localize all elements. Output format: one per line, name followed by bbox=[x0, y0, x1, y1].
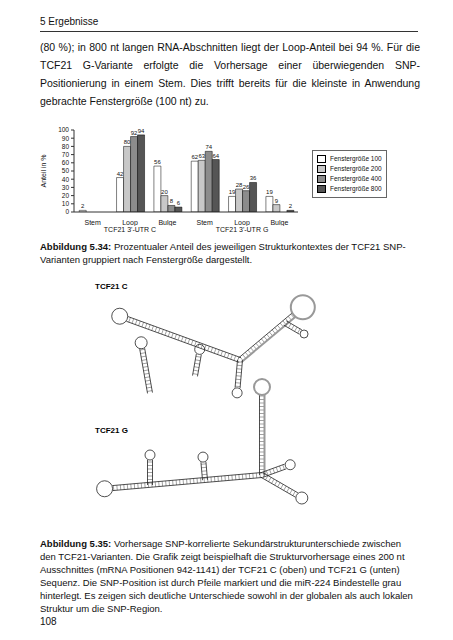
svg-text:Stem: Stem bbox=[196, 219, 213, 226]
svg-text:74: 74 bbox=[205, 144, 212, 150]
svg-text:2: 2 bbox=[81, 203, 85, 209]
svg-text:100: 100 bbox=[58, 126, 69, 133]
svg-text:2: 2 bbox=[289, 203, 293, 209]
svg-text:80: 80 bbox=[62, 143, 70, 150]
svg-text:19: 19 bbox=[266, 189, 273, 195]
svg-text:10: 10 bbox=[62, 200, 70, 207]
svg-text:94: 94 bbox=[138, 128, 145, 134]
html-text:Fenstergröße 200: Fenstergröße 200 bbox=[330, 165, 382, 172]
html-text:Fenstergröße 100: Fenstergröße 100 bbox=[330, 155, 382, 162]
svg-text:19: 19 bbox=[229, 189, 236, 195]
svg-text:28: 28 bbox=[235, 182, 243, 188]
svg-text:20: 20 bbox=[161, 189, 168, 195]
svg-text:40: 40 bbox=[62, 176, 70, 183]
svg-text:26: 26 bbox=[243, 184, 250, 190]
svg-text:90: 90 bbox=[62, 135, 70, 142]
svg-text:50: 50 bbox=[62, 167, 70, 174]
svg-text:9: 9 bbox=[275, 198, 279, 204]
svg-text:30: 30 bbox=[62, 184, 70, 191]
html-text:(80 %); in 800 nt langen RNA-A: (80 %); in 800 nt langen RNA-Abschnitten… bbox=[40, 41, 420, 107]
svg-text:Bulge: Bulge bbox=[158, 219, 176, 226]
html-text:Fenstergröße 400: Fenstergröße 400 bbox=[330, 175, 382, 182]
svg-text:42: 42 bbox=[117, 171, 124, 177]
svg-text:80: 80 bbox=[124, 139, 131, 145]
svg-text:Loop: Loop bbox=[122, 219, 138, 226]
svg-text:60: 60 bbox=[62, 159, 70, 166]
svg-text:0: 0 bbox=[65, 208, 69, 215]
svg-text:8: 8 bbox=[170, 198, 174, 204]
svg-text:64: 64 bbox=[212, 153, 219, 159]
html-text:5 Ergebnisse: 5 Ergebnisse bbox=[40, 16, 99, 27]
html-text:Abbildung 5.35: Vorhersage SNP: Abbildung 5.35: Vorhersage SNP-korrelier… bbox=[40, 538, 413, 614]
svg-text:20: 20 bbox=[62, 192, 70, 199]
svg-text:56: 56 bbox=[154, 159, 161, 165]
svg-text:62: 62 bbox=[191, 154, 199, 161]
svg-text:92: 92 bbox=[130, 129, 138, 136]
svg-text:63: 63 bbox=[198, 153, 205, 159]
svg-text:Loop: Loop bbox=[234, 219, 250, 226]
svg-text:TCF21 C: TCF21 C bbox=[95, 282, 128, 291]
svg-text:Stem: Stem bbox=[84, 219, 101, 226]
html-text:TCF21 3'-UTR G: TCF21 3'-UTR G bbox=[215, 226, 269, 233]
html-text:TCF21 3'-UTR C: TCF21 3'-UTR C bbox=[103, 226, 157, 233]
svg-text:TCF21 G: TCF21 G bbox=[95, 426, 128, 435]
svg-text:Anteil in %: Anteil in % bbox=[40, 154, 47, 187]
svg-text:6: 6 bbox=[177, 200, 181, 206]
html-text:108: 108 bbox=[40, 616, 57, 627]
html-text:Abbildung 5.34: Prozentualer A: Abbildung 5.34: Prozentualer Anteil des … bbox=[40, 241, 406, 265]
svg-text:Bulge: Bulge bbox=[270, 219, 288, 226]
html-text:Fenstergröße 800: Fenstergröße 800 bbox=[330, 185, 382, 192]
svg-text:70: 70 bbox=[62, 151, 70, 158]
svg-text:36: 36 bbox=[250, 175, 257, 181]
